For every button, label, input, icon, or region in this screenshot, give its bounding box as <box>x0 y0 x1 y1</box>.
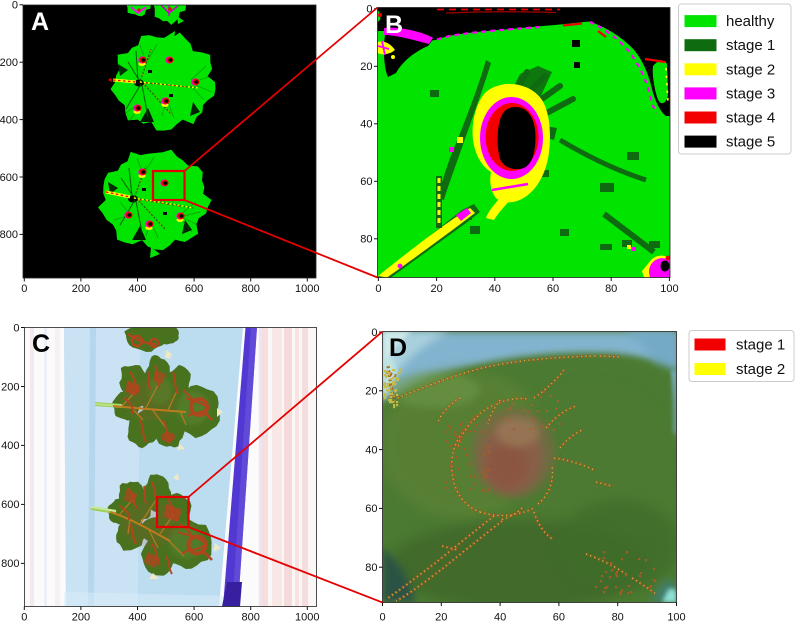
svg-text:40: 40 <box>365 444 377 456</box>
svg-text:0: 0 <box>375 283 381 295</box>
svg-text:20: 20 <box>430 283 442 295</box>
svg-text:stage 1: stage 1 <box>726 37 775 54</box>
svg-text:20: 20 <box>365 386 377 398</box>
svg-text:stage 4: stage 4 <box>726 110 775 127</box>
svg-text:1000: 1000 <box>295 612 319 623</box>
svg-text:200: 200 <box>72 612 90 623</box>
svg-text:stage 3: stage 3 <box>726 85 775 102</box>
svg-text:0: 0 <box>371 327 377 339</box>
svg-text:0: 0 <box>21 612 27 623</box>
svg-text:600: 600 <box>185 283 203 295</box>
svg-text:healthy: healthy <box>726 13 775 30</box>
svg-text:60: 60 <box>365 503 377 515</box>
svg-text:100: 100 <box>660 283 678 295</box>
svg-text:400: 400 <box>128 612 146 623</box>
svg-text:200: 200 <box>0 57 18 69</box>
svg-text:200: 200 <box>1 381 19 393</box>
svg-text:800: 800 <box>242 283 260 295</box>
svg-text:1000: 1000 <box>295 283 319 295</box>
svg-text:0: 0 <box>13 322 19 334</box>
svg-text:20: 20 <box>435 612 447 623</box>
svg-text:600: 600 <box>0 172 18 184</box>
svg-text:800: 800 <box>0 229 18 241</box>
svg-text:80: 80 <box>365 562 377 574</box>
svg-text:400: 400 <box>0 114 18 126</box>
svg-text:40: 40 <box>489 283 501 295</box>
svg-text:80: 80 <box>605 283 617 295</box>
svg-text:0: 0 <box>12 0 18 12</box>
svg-text:A: A <box>31 8 49 36</box>
svg-text:800: 800 <box>242 612 260 623</box>
svg-text:stage 2: stage 2 <box>736 361 785 378</box>
svg-text:60: 60 <box>547 283 559 295</box>
svg-text:80: 80 <box>360 234 372 246</box>
svg-text:20: 20 <box>360 61 372 73</box>
svg-text:0: 0 <box>21 283 27 295</box>
svg-text:400: 400 <box>1 440 19 452</box>
svg-text:80: 80 <box>612 612 624 623</box>
svg-text:600: 600 <box>1 499 19 511</box>
svg-text:stage 2: stage 2 <box>726 61 775 78</box>
svg-text:40: 40 <box>494 612 506 623</box>
svg-text:0: 0 <box>379 612 385 623</box>
svg-text:60: 60 <box>360 176 372 188</box>
svg-text:800: 800 <box>1 558 19 570</box>
svg-text:40: 40 <box>360 119 372 131</box>
svg-text:100: 100 <box>667 612 685 623</box>
svg-text:600: 600 <box>185 612 203 623</box>
svg-text:C: C <box>32 330 50 358</box>
svg-text:60: 60 <box>553 612 565 623</box>
svg-text:stage 1: stage 1 <box>736 337 785 354</box>
svg-text:400: 400 <box>128 283 146 295</box>
svg-text:stage 5: stage 5 <box>726 134 775 151</box>
svg-text:0: 0 <box>366 4 372 16</box>
svg-text:200: 200 <box>72 283 90 295</box>
svg-text:B: B <box>385 11 403 39</box>
svg-text:D: D <box>389 334 407 362</box>
